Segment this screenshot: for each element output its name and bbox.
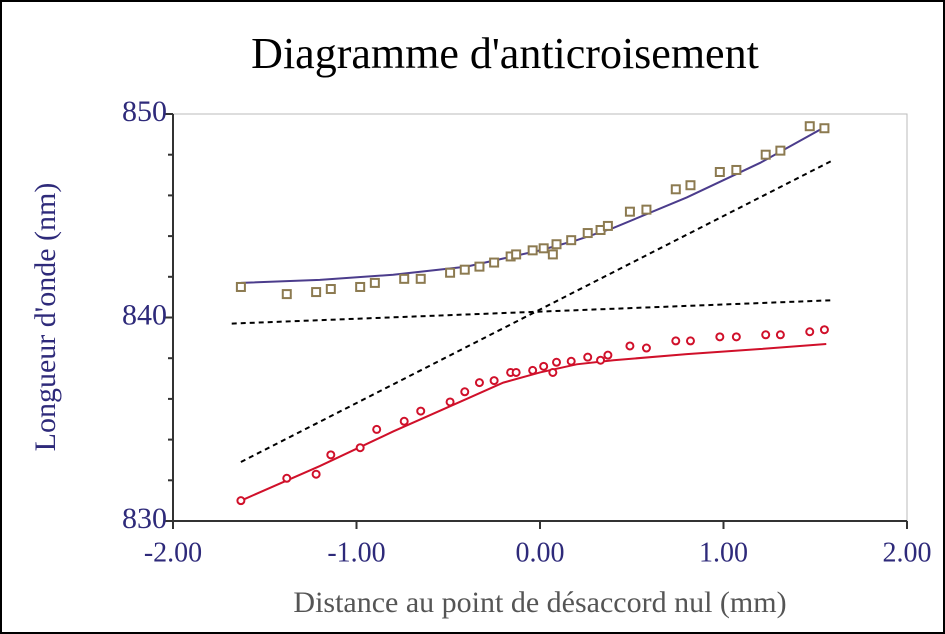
x-tick-label: 1.00 xyxy=(699,537,748,568)
square-marker xyxy=(760,149,771,160)
square-marker xyxy=(775,145,786,156)
y-tick-label: 840 xyxy=(122,298,167,331)
circle-marker xyxy=(474,378,484,388)
circle-marker xyxy=(715,332,725,342)
circle-marker xyxy=(566,356,576,366)
x-tick-label: 2.00 xyxy=(883,537,932,568)
circle-marker xyxy=(775,330,785,340)
square-marker xyxy=(527,245,538,256)
circle-marker xyxy=(819,325,829,335)
square-marker xyxy=(641,204,652,215)
circle-marker xyxy=(603,350,613,360)
square-marker xyxy=(325,284,336,295)
square-marker xyxy=(311,287,322,298)
square-marker xyxy=(670,184,681,195)
circle-marker xyxy=(355,443,365,453)
circle-marker xyxy=(282,473,292,483)
circle-marker xyxy=(596,355,606,365)
square-marker xyxy=(551,239,562,250)
circle-marker xyxy=(805,327,815,337)
circle-marker xyxy=(528,365,538,375)
square-marker xyxy=(415,273,426,284)
square-marker xyxy=(547,249,558,260)
circle-marker xyxy=(641,343,651,353)
circle-marker xyxy=(326,450,336,460)
fit-line xyxy=(240,342,827,502)
x-tick-label: -2.00 xyxy=(144,537,202,568)
square-marker xyxy=(538,243,549,254)
square-marker xyxy=(685,180,696,191)
circle-marker xyxy=(583,352,593,362)
asymptote-line xyxy=(240,159,833,463)
square-marker xyxy=(624,206,635,217)
square-marker xyxy=(566,235,577,246)
y-tick-label: 830 xyxy=(122,502,167,535)
circle-marker xyxy=(399,416,409,426)
square-marker xyxy=(582,228,593,239)
square-marker xyxy=(804,121,815,132)
circle-marker xyxy=(625,341,635,351)
square-marker xyxy=(474,261,485,272)
y-axis-label: Longueur d'onde (nm) xyxy=(29,183,62,452)
circle-marker xyxy=(685,336,695,346)
x-tick-label: -1.00 xyxy=(327,537,385,568)
square-marker xyxy=(731,164,742,175)
square-marker xyxy=(281,289,292,300)
asymptote-line xyxy=(231,299,834,325)
circle-marker xyxy=(489,376,499,386)
square-marker xyxy=(459,264,470,275)
square-marker xyxy=(602,220,613,231)
square-marker xyxy=(369,277,380,288)
y-tick-label: 850 xyxy=(122,95,167,128)
circle-marker xyxy=(445,397,455,407)
circle-marker xyxy=(311,469,321,479)
square-marker xyxy=(235,281,246,292)
circle-marker xyxy=(416,406,426,416)
x-axis-label: Distance au point de désaccord nul (mm) xyxy=(293,586,786,619)
square-marker xyxy=(445,267,456,278)
square-marker xyxy=(511,249,522,260)
circle-marker xyxy=(761,330,771,340)
circle-marker xyxy=(511,367,521,377)
square-marker xyxy=(819,123,830,134)
circle-marker xyxy=(552,357,562,367)
square-marker xyxy=(355,281,366,292)
circle-marker xyxy=(539,361,549,371)
circle-marker xyxy=(372,424,382,434)
x-tick-label: 0.00 xyxy=(516,537,565,568)
circle-marker xyxy=(548,367,558,377)
chart-title: Diagramme d'anticroisement xyxy=(251,29,759,78)
circle-marker xyxy=(671,336,681,346)
circle-marker xyxy=(236,496,246,506)
square-marker xyxy=(489,257,500,268)
square-marker xyxy=(399,273,410,284)
square-marker xyxy=(714,166,725,177)
circle-marker xyxy=(460,387,470,397)
circle-marker xyxy=(731,332,741,342)
